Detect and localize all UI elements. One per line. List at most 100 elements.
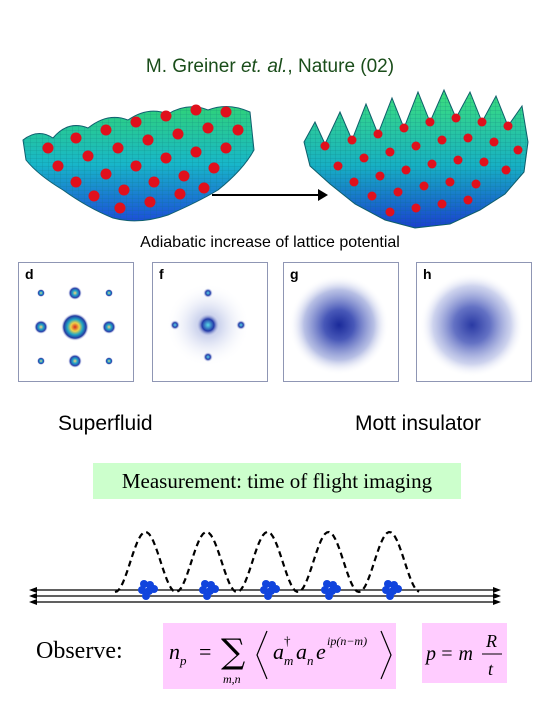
lattice-site: [82, 150, 94, 162]
citation-journal: , Nature (02): [287, 56, 395, 77]
atom: [203, 592, 211, 600]
equals-m: = m: [440, 643, 473, 665]
atom: [382, 586, 390, 594]
atom: [199, 586, 207, 594]
lattice-site: [42, 142, 54, 154]
atom: [264, 592, 272, 600]
lattice-site: [425, 117, 435, 127]
lattice-site: [142, 134, 154, 146]
momentum-formula: p = m R t: [422, 623, 507, 683]
lattice-site: [359, 153, 369, 163]
atom: [142, 592, 150, 600]
time-of-flight-diagram: [29, 530, 501, 605]
lattice-sites-right: [320, 113, 523, 217]
lattice-site: [375, 171, 385, 181]
lattice-site: [190, 146, 202, 158]
lattice-site: [70, 176, 82, 188]
lattice-site: [208, 162, 220, 174]
lattice-site: [437, 135, 447, 145]
equals-sign: =: [199, 639, 211, 664]
lattice-site: [373, 129, 383, 139]
atom-clusters: [138, 580, 402, 600]
lattice-site: [220, 106, 232, 118]
panel-label: g: [290, 266, 299, 282]
tof-image-g: g: [283, 262, 399, 382]
superfluid-interference-peaks: [34, 286, 116, 368]
lattice-site: [112, 142, 124, 154]
lattice-site: [463, 133, 473, 143]
lattice-site: [393, 187, 403, 197]
atom: [211, 585, 219, 593]
lattice-site: [399, 123, 409, 133]
citation-etal: et. al.: [240, 56, 288, 77]
lattice-site: [198, 182, 210, 194]
mott-insulator-label: Mott insulator: [355, 412, 482, 435]
deep-lattice-surface: [303, 88, 529, 229]
creation-subscript: m: [284, 653, 293, 668]
right-angle-bracket-icon: [380, 630, 392, 680]
atom: [260, 586, 268, 594]
lattice-site: [437, 199, 447, 209]
panel-label: f: [159, 266, 164, 282]
lattice-site: [471, 179, 481, 189]
lattice-site: [118, 184, 130, 196]
exponential-base: e: [316, 639, 326, 664]
lattice-caption: Adiabatic increase of lattice potential: [140, 234, 400, 251]
lattice-site: [100, 124, 112, 136]
lattice-site: [100, 168, 112, 180]
lattice-site: [411, 141, 421, 151]
shallow-lattice-surface: [22, 104, 255, 222]
denominator-t: t: [488, 659, 494, 679]
citation: M. Greiner et. al., Nature (02): [0, 56, 540, 78]
panel-label: h: [423, 266, 432, 282]
lattice-site: [190, 104, 202, 116]
atom: [333, 585, 341, 593]
atom: [321, 586, 329, 594]
lattice-site: [52, 160, 64, 172]
mott-diffuse-cloud: [420, 273, 524, 377]
lattice-site: [160, 152, 172, 164]
lattice-site: [88, 190, 100, 202]
annihilation-operator: a: [296, 639, 307, 664]
lattice-site: [501, 165, 511, 175]
sum-subscript: m,n: [223, 672, 241, 686]
lattice-site: [160, 110, 172, 122]
formula-np-svg: n p = ∑ m,n a † m a n e ip(n−m): [169, 630, 392, 686]
np-symbol: n: [169, 639, 180, 664]
annihilation-subscript: n: [307, 653, 314, 668]
lattice-site: [174, 188, 186, 200]
sum-icon: ∑: [221, 632, 245, 672]
lattice-site: [130, 160, 142, 172]
tof-image-f: f: [152, 262, 268, 382]
panel-label: d: [25, 266, 34, 282]
lattice-site: [453, 155, 463, 165]
lattice-site: [178, 170, 190, 182]
citation-authors: M. Greiner: [145, 56, 241, 77]
observe-label: Observe:: [36, 638, 123, 664]
lattice-site: [172, 128, 184, 140]
lattice-site: [513, 145, 523, 155]
lattice-site: [385, 147, 395, 157]
atom: [272, 585, 280, 593]
lattice-site: [347, 135, 357, 145]
lattice-site: [130, 116, 142, 128]
lattice-site: [232, 124, 244, 136]
lattice-site: [503, 121, 513, 131]
mott-broad-cloud: [289, 275, 389, 375]
formula-p-svg: p = m R t: [424, 631, 502, 679]
superfluid-label: Superfluid: [58, 412, 153, 435]
lattice-site: [148, 176, 160, 188]
numerator-r: R: [485, 631, 497, 651]
lattice-site: [367, 191, 377, 201]
left-angle-bracket-icon: [256, 630, 268, 680]
lattice-site: [202, 122, 214, 134]
lattice-site: [419, 181, 429, 191]
atom: [394, 585, 402, 593]
atom: [138, 586, 146, 594]
measurement-banner: Measurement: time of flight imaging: [93, 463, 461, 499]
np-subscript: p: [179, 653, 187, 668]
lattice-site: [320, 141, 330, 151]
lattice-site: [489, 137, 499, 147]
atom: [150, 585, 158, 593]
tof-image-h: h: [416, 262, 532, 382]
